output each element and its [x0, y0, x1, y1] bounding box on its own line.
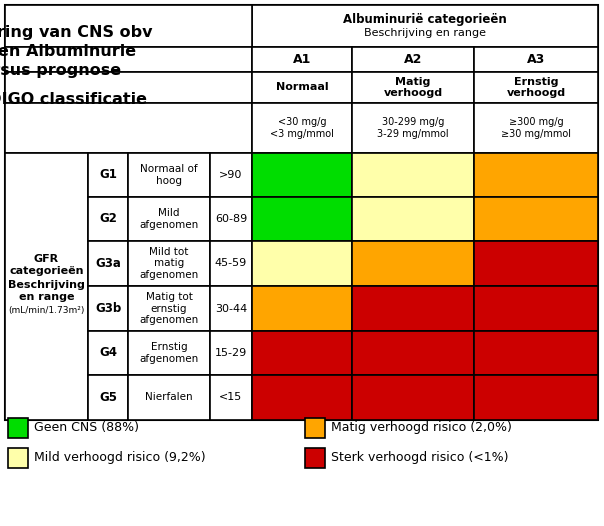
Bar [474, 153, 598, 197]
Bar [474, 286, 598, 331]
Bar [210, 197, 252, 241]
Text: GFR en Albuminurie: GFR en Albuminurie [0, 45, 136, 59]
Bar [252, 241, 352, 286]
Text: Mild tot
matig
afgenomen: Mild tot matig afgenomen [140, 247, 199, 280]
Bar [352, 331, 474, 375]
Bar [210, 375, 252, 420]
Bar [305, 418, 325, 438]
Text: Mild
afgenomen: Mild afgenomen [140, 208, 199, 230]
Text: G3a: G3a [95, 257, 121, 270]
Text: (mL/min/1.73m²): (mL/min/1.73m²) [8, 306, 85, 315]
Bar [5, 47, 252, 72]
Text: Mild verhoogd risico (9,2%): Mild verhoogd risico (9,2%) [34, 451, 205, 464]
Text: Normaal: Normaal [275, 83, 329, 93]
Bar [128, 241, 210, 286]
Text: en range: en range [19, 291, 74, 301]
Text: GFR: GFR [34, 254, 59, 264]
Text: G5: G5 [99, 391, 117, 404]
Bar [252, 72, 352, 103]
Bar [352, 153, 474, 197]
Bar [252, 197, 352, 241]
Bar [210, 286, 252, 331]
Text: Ernstig
afgenomen: Ernstig afgenomen [140, 342, 199, 364]
Bar [88, 331, 128, 375]
Text: G1: G1 [99, 168, 117, 181]
Bar [88, 241, 128, 286]
Text: Sterk verhoogd risico (<1%): Sterk verhoogd risico (<1%) [331, 451, 509, 464]
Text: G3b: G3b [95, 302, 121, 315]
Text: De KDIGO classificatie: De KDIGO classificatie [0, 92, 147, 106]
Text: 30-44: 30-44 [215, 304, 247, 313]
Text: Matig verhoogd risico (2,0%): Matig verhoogd risico (2,0%) [331, 421, 512, 434]
Bar [128, 153, 210, 197]
Bar [88, 153, 128, 197]
Bar [88, 286, 128, 331]
Text: A1: A1 [293, 53, 311, 66]
Bar [5, 103, 252, 153]
Text: G4: G4 [99, 347, 117, 359]
Bar [474, 103, 598, 153]
Bar [210, 331, 252, 375]
Bar [474, 241, 598, 286]
Text: Stadiering van CNS obv: Stadiering van CNS obv [0, 25, 153, 41]
Bar [252, 331, 352, 375]
Bar [352, 103, 474, 153]
Bar [352, 241, 474, 286]
Bar [252, 5, 598, 47]
Bar [88, 197, 128, 241]
Text: A3: A3 [527, 53, 545, 66]
Text: Matig tot
ernstig
afgenomen: Matig tot ernstig afgenomen [140, 292, 199, 325]
Bar [474, 197, 598, 241]
Bar [210, 153, 252, 197]
Bar [352, 375, 474, 420]
Bar [352, 197, 474, 241]
Bar [128, 197, 210, 241]
Text: Ernstig
verhoogd: Ernstig verhoogd [506, 77, 565, 98]
Text: versus prognose: versus prognose [0, 64, 121, 78]
Text: 30-299 mg/g
3-29 mg/mmol: 30-299 mg/g 3-29 mg/mmol [377, 117, 449, 139]
Bar [474, 47, 598, 72]
Bar [252, 286, 352, 331]
Bar [210, 241, 252, 286]
Text: A2: A2 [404, 53, 422, 66]
Bar [352, 286, 474, 331]
Bar [252, 103, 352, 153]
Bar [252, 375, 352, 420]
Text: <30 mg/g
<3 mg/mmol: <30 mg/g <3 mg/mmol [270, 117, 334, 139]
Bar [5, 72, 252, 103]
Text: Matig
verhoogd: Matig verhoogd [384, 77, 443, 98]
Bar [5, 153, 88, 420]
Bar [5, 5, 252, 47]
Bar [474, 72, 598, 103]
Text: Normaal of
hoog: Normaal of hoog [140, 164, 198, 186]
Text: 45-59: 45-59 [215, 258, 247, 268]
Bar [252, 47, 352, 72]
Text: <15: <15 [219, 392, 243, 402]
Text: Geen CNS (88%): Geen CNS (88%) [34, 421, 139, 434]
Text: Beschrijving en range: Beschrijving en range [364, 28, 486, 38]
Bar [474, 375, 598, 420]
Text: Beschrijving: Beschrijving [8, 279, 85, 289]
Bar [5, 5, 598, 420]
Text: ≥300 mg/g
≥30 mg/mmol: ≥300 mg/g ≥30 mg/mmol [501, 117, 571, 139]
Text: categorieën: categorieën [9, 266, 84, 276]
Text: Albuminurië categorieën: Albuminurië categorieën [343, 13, 507, 25]
Bar [305, 448, 325, 468]
Bar [352, 47, 474, 72]
Text: 60-89: 60-89 [215, 214, 247, 224]
Text: G2: G2 [99, 213, 117, 226]
Bar [8, 418, 28, 438]
Text: Nierfalen: Nierfalen [145, 392, 193, 402]
Bar [128, 375, 210, 420]
Bar [128, 331, 210, 375]
Bar [128, 286, 210, 331]
Text: 15-29: 15-29 [215, 348, 247, 358]
Bar [252, 153, 352, 197]
Bar [474, 331, 598, 375]
Bar [8, 448, 28, 468]
Bar [88, 375, 128, 420]
Bar [352, 72, 474, 103]
Text: >90: >90 [219, 170, 243, 180]
